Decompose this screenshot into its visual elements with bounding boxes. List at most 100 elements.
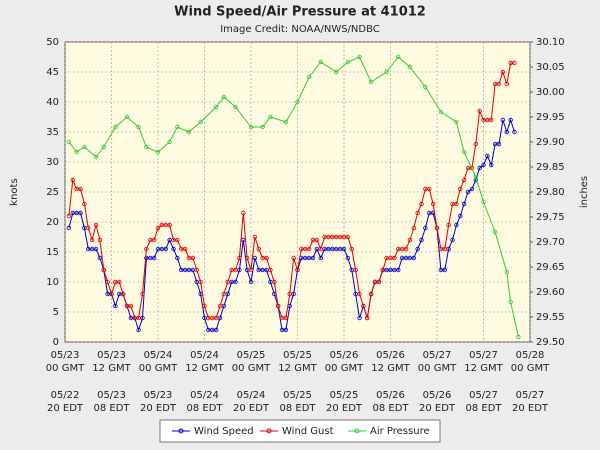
- y2-tick-label: 29.80: [536, 187, 565, 198]
- point-marker: [93, 246, 99, 252]
- point-marker: [357, 54, 362, 60]
- point-marker: [496, 141, 502, 147]
- point-marker: [272, 279, 277, 285]
- point-marker: [434, 225, 440, 231]
- point-marker: [458, 186, 463, 192]
- point-marker: [461, 201, 467, 207]
- y-tick-label: 0: [53, 337, 59, 348]
- series-line: [68, 56, 519, 338]
- point-marker: [508, 299, 513, 305]
- point-marker: [213, 104, 219, 110]
- point-marker: [167, 222, 172, 228]
- y2-tick-label: 29.90: [536, 137, 565, 148]
- point-marker: [175, 124, 180, 130]
- legend-label: Wind Speed: [194, 426, 254, 437]
- x2-tick-label: 05/24: [237, 390, 266, 401]
- point-marker: [310, 255, 316, 261]
- point-marker: [415, 246, 420, 252]
- point-marker: [244, 255, 250, 261]
- y-tick-label: 40: [46, 97, 59, 108]
- point-marker: [485, 153, 490, 159]
- point-marker: [248, 124, 254, 130]
- point-marker: [198, 279, 203, 285]
- point-marker: [361, 303, 366, 309]
- point-marker: [516, 334, 521, 340]
- x-tick-label: 05/24: [144, 350, 173, 361]
- point-marker: [508, 117, 513, 123]
- point-marker: [423, 84, 428, 90]
- point-marker: [283, 119, 289, 125]
- x-tick-label: 12 GMT: [92, 363, 131, 374]
- legend-label: Wind Gust: [282, 426, 334, 437]
- y2-tick-label: 29.60: [536, 287, 565, 298]
- point-marker: [66, 213, 72, 219]
- y2-tick-label: 29.75: [536, 212, 565, 223]
- x2-tick-label: 08 EDT: [372, 403, 409, 414]
- y2-tick-label: 29.95: [536, 112, 565, 123]
- y2-tick-label: 29.50: [536, 337, 565, 348]
- y2-tick-label: 29.85: [536, 162, 565, 173]
- x-tick-label: 12 GMT: [185, 363, 224, 374]
- point-marker: [469, 165, 475, 171]
- chart-title: Wind Speed/Air Pressure at 41012: [174, 5, 426, 20]
- point-marker: [144, 144, 149, 150]
- point-marker: [442, 267, 447, 273]
- legend-marker: [178, 428, 184, 434]
- point-marker: [167, 139, 172, 145]
- point-marker: [461, 149, 467, 155]
- point-marker: [345, 234, 351, 240]
- x2-tick-label: 20 EDT: [47, 403, 84, 414]
- x-tick-label: 00 GMT: [139, 363, 178, 374]
- point-marker: [144, 246, 149, 252]
- point-marker: [275, 303, 281, 309]
- point-marker: [233, 279, 238, 285]
- point-marker: [136, 315, 141, 321]
- point-marker: [411, 255, 416, 261]
- point-marker: [264, 255, 269, 261]
- point-marker: [120, 291, 126, 297]
- point-marker: [66, 139, 72, 145]
- point-marker: [283, 315, 289, 321]
- point-marker: [287, 291, 292, 297]
- legend: [159, 419, 441, 443]
- x-tick-label: 05/24: [190, 350, 219, 361]
- point-marker: [512, 129, 517, 135]
- point-marker: [93, 154, 99, 160]
- point-marker: [504, 81, 509, 87]
- point-marker: [260, 124, 265, 130]
- point-marker: [477, 108, 482, 114]
- x-tick-label: 05/28: [516, 350, 545, 361]
- point-marker: [419, 237, 424, 243]
- point-marker: [124, 114, 130, 120]
- y-tick-label: 45: [46, 67, 59, 78]
- point-marker: [345, 255, 351, 261]
- point-marker: [380, 267, 385, 273]
- point-marker: [349, 246, 354, 252]
- point-marker: [283, 327, 289, 333]
- point-marker: [415, 210, 420, 216]
- point-marker: [357, 291, 362, 297]
- point-marker: [252, 234, 258, 240]
- x2-tick-label: 20 EDT: [326, 403, 363, 414]
- point-marker: [70, 177, 75, 183]
- x-tick-label: 12 GMT: [371, 363, 410, 374]
- y2-tick-label: 30.10: [536, 37, 565, 48]
- y-tick-label: 20: [46, 217, 59, 228]
- point-marker: [233, 104, 238, 110]
- point-marker: [82, 144, 87, 150]
- point-marker: [396, 267, 401, 273]
- x2-tick-label: 20 EDT: [512, 403, 549, 414]
- point-marker: [78, 210, 83, 216]
- point-marker: [465, 189, 471, 195]
- point-marker: [423, 225, 428, 231]
- x-tick-label: 12 GMT: [278, 363, 317, 374]
- point-marker: [454, 119, 459, 125]
- point-marker: [496, 81, 502, 87]
- point-marker: [481, 162, 486, 168]
- point-marker: [151, 237, 157, 243]
- point-marker: [407, 237, 413, 243]
- x2-tick-label: 05/25: [283, 390, 312, 401]
- x2-tick-label: 05/25: [330, 390, 359, 401]
- point-marker: [318, 246, 323, 252]
- point-marker: [175, 255, 180, 261]
